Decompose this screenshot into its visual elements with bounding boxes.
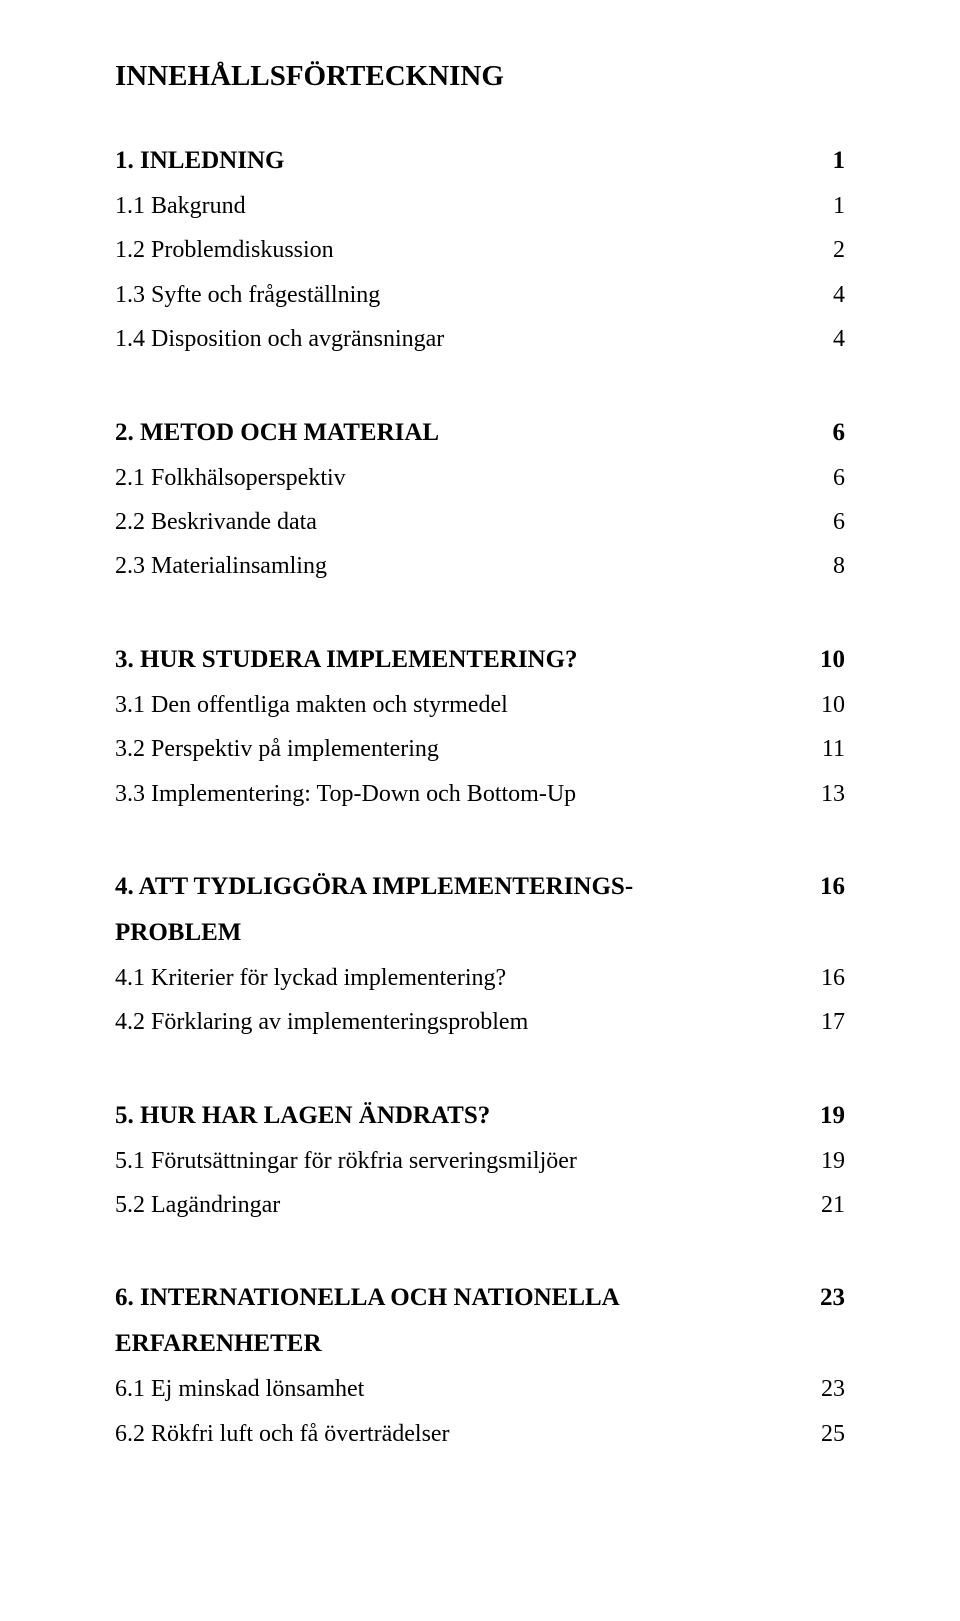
toc-sub-page: 8 — [805, 547, 845, 585]
toc-section-continuation: PROBLEM — [115, 913, 845, 953]
toc-sub-row: 2.1 Folkhälsoperspektiv6 — [115, 459, 845, 497]
toc-sub-page: 21 — [805, 1186, 845, 1224]
toc-sub-row: 6.2 Rökfri luft och få överträdelser25 — [115, 1415, 845, 1453]
toc-section-label: 5. HUR HAR LAGEN ÄNDRATS? — [115, 1096, 805, 1136]
toc-sub-row: 3.1 Den offentliga makten och styrmedel1… — [115, 686, 845, 724]
toc-sub-label: 4.1 Kriterier för lyckad implementering? — [115, 959, 805, 997]
toc-sub-page: 16 — [805, 959, 845, 997]
toc-sub-page: 11 — [805, 730, 845, 768]
toc-section-label: 3. HUR STUDERA IMPLEMENTERING? — [115, 640, 805, 680]
section-gap — [115, 365, 845, 413]
toc-section-continuation-label: ERFARENHETER — [115, 1324, 845, 1364]
page-title: INNEHÅLLSFÖRTECKNING — [115, 60, 845, 93]
toc-sub-label: 5.2 Lagändringar — [115, 1186, 805, 1224]
toc-section-label: 4. ATT TYDLIGGÖRA IMPLEMENTERINGS- — [115, 867, 805, 907]
toc-sub-label: 3.2 Perspektiv på implementering — [115, 730, 805, 768]
toc-sub-label: 1.4 Disposition och avgränsningar — [115, 320, 805, 358]
toc-sub-row: 3.2 Perspektiv på implementering11 — [115, 730, 845, 768]
toc-sub-row: 5.2 Lagändringar21 — [115, 1186, 845, 1224]
toc-sub-page: 4 — [805, 276, 845, 314]
toc-sub-label: 1.3 Syfte och frågeställning — [115, 276, 805, 314]
toc-sub-label: 2.3 Materialinsamling — [115, 547, 805, 585]
toc-section-page: 6 — [805, 413, 845, 453]
toc-section-row: 2. METOD OCH MATERIAL6 — [115, 413, 845, 453]
toc-sub-page: 4 — [805, 320, 845, 358]
toc-sub-label: 4.2 Förklaring av implementeringsproblem — [115, 1003, 805, 1041]
toc-sub-row: 5.1 Förutsättningar för rökfria serverin… — [115, 1142, 845, 1180]
section-gap — [115, 592, 845, 640]
toc-sub-page: 19 — [805, 1142, 845, 1180]
toc-sub-row: 1.3 Syfte och frågeställning4 — [115, 276, 845, 314]
toc-section-row: 4. ATT TYDLIGGÖRA IMPLEMENTERINGS-16 — [115, 867, 845, 907]
toc-sub-label: 6.1 Ej minskad lönsamhet — [115, 1370, 805, 1408]
toc-section-row: 3. HUR STUDERA IMPLEMENTERING?10 — [115, 640, 845, 680]
toc-sub-row: 1.2 Problemdiskussion2 — [115, 231, 845, 269]
toc-sub-page: 6 — [805, 503, 845, 541]
toc-sub-page: 17 — [805, 1003, 845, 1041]
toc-sub-row: 6.1 Ej minskad lönsamhet23 — [115, 1370, 845, 1408]
toc-section-row: 5. HUR HAR LAGEN ÄNDRATS?19 — [115, 1096, 845, 1136]
toc-sub-row: 1.1 Bakgrund1 — [115, 187, 845, 225]
toc-sub-row: 3.3 Implementering: Top-Down och Bottom-… — [115, 775, 845, 813]
toc-section-continuation-label: PROBLEM — [115, 913, 845, 953]
toc-sub-label: 1.1 Bakgrund — [115, 187, 805, 225]
toc-sub-label: 3.1 Den offentliga makten och styrmedel — [115, 686, 805, 724]
toc-sub-page: 10 — [805, 686, 845, 724]
toc-sub-page: 2 — [805, 231, 845, 269]
toc-sub-row: 4.1 Kriterier för lyckad implementering?… — [115, 959, 845, 997]
toc-sub-label: 6.2 Rökfri luft och få överträdelser — [115, 1415, 805, 1453]
toc-section-row: 1. INLEDNING1 — [115, 141, 845, 181]
toc-body: 1. INLEDNING11.1 Bakgrund11.2 Problemdis… — [115, 141, 845, 1507]
toc-sub-row: 1.4 Disposition och avgränsningar4 — [115, 320, 845, 358]
toc-sub-page: 25 — [805, 1415, 845, 1453]
toc-section-page: 23 — [805, 1278, 845, 1318]
toc-sub-row: 2.2 Beskrivande data6 — [115, 503, 845, 541]
section-gap — [115, 1459, 845, 1507]
toc-section-page: 1 — [805, 141, 845, 181]
toc-section-row: 6. INTERNATIONELLA OCH NATIONELLA23 — [115, 1278, 845, 1318]
section-gap — [115, 819, 845, 867]
toc-sub-label: 2.2 Beskrivande data — [115, 503, 805, 541]
toc-sub-page: 23 — [805, 1370, 845, 1408]
toc-section-page: 16 — [805, 867, 845, 907]
toc-sub-page: 13 — [805, 775, 845, 813]
toc-sub-label: 3.3 Implementering: Top-Down och Bottom-… — [115, 775, 805, 813]
toc-sub-row: 2.3 Materialinsamling8 — [115, 547, 845, 585]
toc-sub-label: 2.1 Folkhälsoperspektiv — [115, 459, 805, 497]
toc-sub-row: 4.2 Förklaring av implementeringsproblem… — [115, 1003, 845, 1041]
section-gap — [115, 1230, 845, 1278]
toc-sub-label: 5.1 Förutsättningar för rökfria serverin… — [115, 1142, 805, 1180]
toc-section-page: 19 — [805, 1096, 845, 1136]
toc-sub-page: 6 — [805, 459, 845, 497]
section-gap — [115, 1048, 845, 1096]
toc-section-label: 1. INLEDNING — [115, 141, 805, 181]
toc-section-page: 10 — [805, 640, 845, 680]
toc-sub-label: 1.2 Problemdiskussion — [115, 231, 805, 269]
toc-section-label: 6. INTERNATIONELLA OCH NATIONELLA — [115, 1278, 805, 1318]
toc-section-label: 2. METOD OCH MATERIAL — [115, 413, 805, 453]
toc-section-continuation: ERFARENHETER — [115, 1324, 845, 1364]
toc-sub-page: 1 — [805, 187, 845, 225]
